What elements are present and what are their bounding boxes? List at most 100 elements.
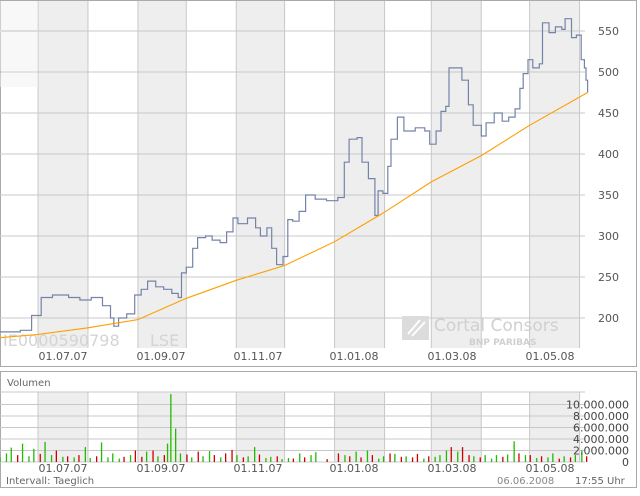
volume-bar — [0, 457, 1, 462]
x-tick-label: 01.11.07 — [234, 350, 283, 363]
volume-bar — [118, 458, 120, 462]
volume-bar — [344, 455, 346, 462]
price-line — [0, 18, 589, 333]
month-band — [334, 1, 385, 348]
y-tick-label: 550 — [598, 25, 619, 38]
volume-x-tick-label: 01.11.07 — [234, 462, 283, 475]
month-band — [529, 1, 580, 348]
volume-bar — [563, 456, 565, 463]
volume-bar — [552, 453, 554, 462]
cortal-consors-logo: Cortal Consors BNP PARIBAS — [402, 316, 559, 348]
volume-bar — [254, 447, 256, 462]
price-grid — [0, 1, 585, 348]
volume-bar — [170, 394, 172, 462]
volume-bar — [529, 455, 531, 462]
volume-bar — [242, 457, 244, 462]
volume-bar — [10, 447, 12, 462]
volume-bar — [258, 454, 261, 462]
volume-bar — [39, 453, 41, 462]
month-band — [137, 1, 187, 348]
volume-bar — [389, 453, 391, 462]
volume-bar — [457, 451, 459, 462]
volume-y-tick-label: 8.000.000 — [573, 410, 629, 423]
volume-y-tick-label: 10.000.000 — [566, 399, 629, 412]
volume-bar — [191, 457, 193, 462]
volume-bar — [405, 456, 407, 463]
volume-bar — [439, 455, 441, 462]
volume-bar — [225, 453, 227, 462]
volume-bar — [540, 456, 543, 463]
volume-bar — [366, 450, 369, 462]
y-tick-label: 500 — [598, 66, 619, 79]
price-y-axis: 200 250 300 350 400 450 500 550 — [598, 25, 619, 325]
watermark: IE0000590798 LSE Cortal Consors BNP PARI… — [3, 316, 559, 350]
volume-bar — [502, 456, 504, 462]
volume-bar — [473, 456, 475, 463]
volume-bar — [50, 455, 53, 462]
volume-bar — [416, 453, 419, 462]
volume-bar — [265, 458, 267, 462]
volume-bar — [315, 452, 317, 462]
volume-bar — [355, 451, 357, 462]
volume-bar — [484, 455, 486, 462]
volume-bar — [428, 456, 430, 463]
volume-bar — [281, 459, 283, 462]
volume-bar — [326, 459, 328, 462]
volume-bar — [202, 456, 204, 463]
volume-bar — [112, 453, 114, 462]
volume-bar — [5, 453, 8, 462]
watermark-exchange: LSE — [150, 331, 179, 350]
volume-bar — [44, 441, 46, 462]
volume-bar — [461, 447, 464, 462]
logo-sub-text: BNP PARIBAS — [469, 338, 536, 348]
price-series — [0, 18, 589, 339]
x-tick-label: 01.09.07 — [137, 350, 186, 363]
volume-bar — [157, 456, 159, 463]
month-band — [236, 1, 285, 348]
volume-bar — [17, 455, 19, 462]
volume-bar — [536, 458, 538, 462]
volume-bar — [518, 453, 520, 462]
volume-bar — [394, 453, 396, 462]
volume-bar — [586, 456, 588, 463]
volume-bar — [55, 450, 57, 462]
volume-y-axis: 02.000.0004.000.0006.000.0008.000.00010.… — [566, 399, 629, 470]
volume-bar — [304, 457, 306, 462]
volume-bar — [581, 450, 583, 462]
volume-bar — [213, 455, 215, 462]
volume-bar — [479, 457, 481, 462]
volume-y-tick-label: 0 — [622, 456, 629, 469]
moving-average-line — [0, 92, 588, 339]
x-tick-label: 01.07.07 — [39, 350, 88, 363]
volume-bar — [21, 443, 24, 462]
volume-bar — [73, 457, 75, 462]
volume-bar — [360, 457, 362, 462]
volume-bar — [197, 451, 199, 462]
volume-title: Volumen — [7, 378, 51, 389]
volume-bars — [0, 394, 588, 463]
price-month-bands — [38, 1, 580, 348]
y-tick-label: 350 — [598, 189, 619, 202]
volume-bar — [33, 448, 35, 462]
volume-bar — [382, 456, 385, 463]
volume-bar — [107, 457, 109, 462]
volume-bar — [96, 456, 98, 463]
volume-bar — [299, 453, 301, 462]
volume-bar — [547, 457, 549, 462]
volume-bar — [310, 455, 312, 462]
volume-bar — [146, 451, 148, 462]
volume-bar — [524, 455, 527, 462]
volume-bar — [468, 455, 470, 462]
volume-bar — [231, 449, 233, 462]
volume-bar — [175, 428, 177, 462]
volume-bar — [208, 451, 211, 462]
logo-main-text: Cortal Consors — [434, 316, 559, 336]
y-tick-label: 300 — [598, 230, 619, 243]
volume-bar — [411, 457, 414, 462]
volume-bar — [569, 457, 572, 462]
volume-bar — [574, 455, 576, 462]
y-tick-label: 200 — [598, 312, 619, 325]
volume-y-tick-label: 2.000.000 — [573, 445, 629, 458]
volume-bar — [166, 443, 169, 462]
volume-x-tick-label: 01.05.08 — [526, 462, 575, 475]
